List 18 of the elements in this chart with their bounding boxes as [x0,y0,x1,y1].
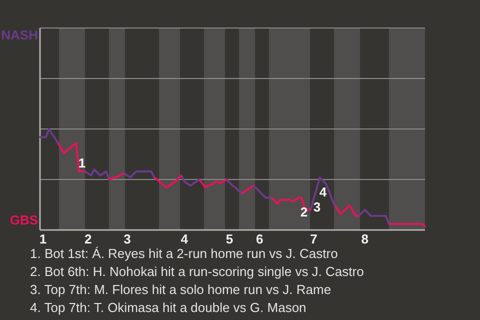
annotation: 4 [319,184,328,200]
x-tick-label: 5 [226,231,234,246]
x-tick-label: 2 [84,231,92,246]
text: 3. Top 7th: M. Flores hit a solo home run vs J. Rame [30,282,332,297]
text: 1. Bot 1st: Á. Reyes hit a 2-run home run vs J. Castro [30,246,338,261]
x-tick-label: 4 [180,231,189,246]
text: 4. Top 7th: T. Okimasa hit a double vs G. Mason [30,300,306,315]
x-tick-label: 8 [361,231,368,246]
annotation: 3 [313,199,321,214]
text: NASH [1,27,38,42]
annotation: 1 [78,155,86,170]
text: GBS [10,212,38,228]
annotation: 2 [300,204,308,220]
x-tick-label: 1 [39,231,47,246]
x-tick-label: 3 [124,231,131,246]
x-tick-label: 6 [256,231,264,246]
x-tick-label: 7 [310,231,318,246]
text: 2. Bot 6th: H. Nohokai hit a run-scoring single vs J. Castro [30,264,364,279]
